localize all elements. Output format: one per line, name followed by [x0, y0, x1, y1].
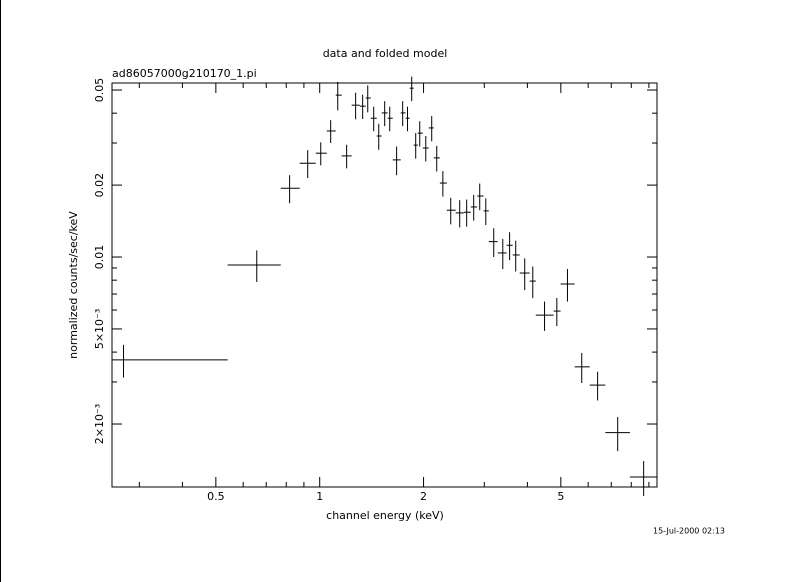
x-tick-label: 2 [420, 490, 427, 503]
timestamp: 15-Jul-2000 02:13 [653, 527, 725, 536]
x-axis-label: channel energy (keV) [326, 509, 444, 522]
y-tick-label: 5×10⁻³ [93, 309, 106, 349]
plot-frame [111, 82, 658, 488]
y-tick-label: 0.01 [93, 245, 106, 270]
y-tick-label: 0.02 [93, 173, 106, 198]
y-axis-label: normalized counts/sec/keV [67, 211, 80, 359]
x-tick-label: 0.5 [207, 490, 225, 503]
chart-subtitle: ad86057000g210170_1.pi [112, 67, 257, 80]
chart-title: data and folded model [323, 47, 448, 60]
x-tick-label: 5 [557, 490, 564, 503]
y-tick-label: 2×10⁻³ [93, 404, 106, 444]
x-tick-label: 1 [316, 490, 323, 503]
y-tick-label: 0.05 [93, 78, 106, 103]
